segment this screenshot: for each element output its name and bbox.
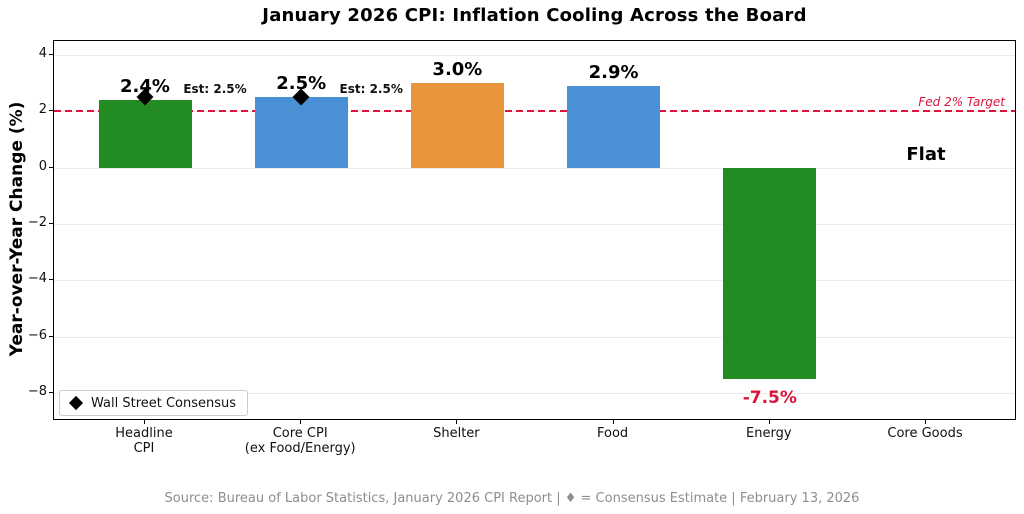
- bar-energy: [723, 167, 817, 379]
- x-tick-label-line: Shelter: [433, 426, 480, 441]
- value-label-core-cpi-core: 2.5%: [276, 73, 327, 95]
- y-tick-label: 4: [38, 46, 47, 62]
- chart-title: January 2026 CPI: Inflation Cooling Acro…: [262, 5, 807, 26]
- x-tick-label-line: CPI: [133, 441, 155, 456]
- gridline: [54, 167, 1015, 169]
- estimate-label: Est: 2.5%: [339, 82, 403, 96]
- bar-core-cpi-core: [254, 97, 348, 168]
- legend: Wall Street Consensus: [59, 390, 249, 416]
- x-tick-label-line: Core CPI: [272, 426, 328, 441]
- y-tick-label: −8: [27, 383, 47, 399]
- y-tick-mark: [49, 54, 53, 56]
- x-tick-mark: [300, 420, 302, 424]
- gridline: [54, 392, 1015, 394]
- bar-headline: [98, 100, 192, 168]
- legend-label: Wall Street Consensus: [91, 395, 237, 411]
- gridline: [54, 280, 1015, 282]
- x-tick-label-shelter: Shelter: [366, 426, 546, 441]
- y-tick-mark: [49, 391, 53, 393]
- x-tick-mark: [768, 420, 770, 424]
- value-label-food: 2.9%: [588, 62, 639, 84]
- value-label-energy: -7.5%: [742, 387, 797, 408]
- y-tick-label: −6: [27, 327, 47, 343]
- x-tick-mark: [612, 420, 614, 424]
- x-tick-label-energy: Energy: [679, 426, 859, 441]
- x-tick-label-line: Energy: [746, 426, 792, 441]
- x-tick-label-line: (ex Food/Energy): [244, 441, 356, 456]
- estimate-label: Est: 2.5%: [183, 82, 247, 96]
- x-tick-label-line: Food: [597, 426, 629, 441]
- bar-food: [567, 86, 661, 168]
- y-tick-label: 0: [38, 158, 47, 174]
- y-tick-mark: [49, 166, 53, 168]
- y-tick-mark: [49, 279, 53, 281]
- x-tick-label-core-cpi: Core CPI (ex Food/Energy): [210, 426, 390, 456]
- x-tick-label-line: Headline: [115, 426, 173, 441]
- gridline: [54, 55, 1015, 57]
- y-tick-label: 2: [38, 102, 47, 118]
- y-tick-mark: [49, 335, 53, 337]
- x-tick-label-food: Food: [523, 426, 703, 441]
- fed-target-line: [54, 110, 1015, 113]
- source-footnote: Source: Bureau of Labor Statistics, Janu…: [164, 491, 860, 506]
- x-tick-mark: [925, 420, 926, 424]
- gridline: [54, 223, 1015, 225]
- value-label-core-goods: Flat: [906, 143, 946, 165]
- consensus-diamond-icon: [68, 395, 84, 411]
- x-tick-label-core-goods: Core Goods: [835, 426, 1015, 441]
- plot-area: Wall Street Consensus Fed 2% Target 2.4% E…: [53, 40, 1016, 420]
- value-label-headline: 2.4%: [120, 76, 170, 98]
- y-tick-label: −2: [27, 214, 47, 230]
- x-tick-label-line: Core Goods: [887, 426, 963, 441]
- value-label-shelter: 3.0%: [432, 59, 483, 81]
- x-tick-mark: [144, 420, 145, 424]
- gridline: [54, 336, 1015, 338]
- x-tick-mark: [456, 420, 458, 424]
- y-tick-mark: [49, 110, 53, 112]
- bar-shelter: [410, 83, 504, 168]
- y-tick-label: −4: [27, 271, 47, 287]
- x-tick-label-headline: Headline CPI: [54, 426, 234, 456]
- y-tick-mark: [49, 222, 53, 224]
- fed-target-label: Fed 2% Target: [918, 95, 1005, 110]
